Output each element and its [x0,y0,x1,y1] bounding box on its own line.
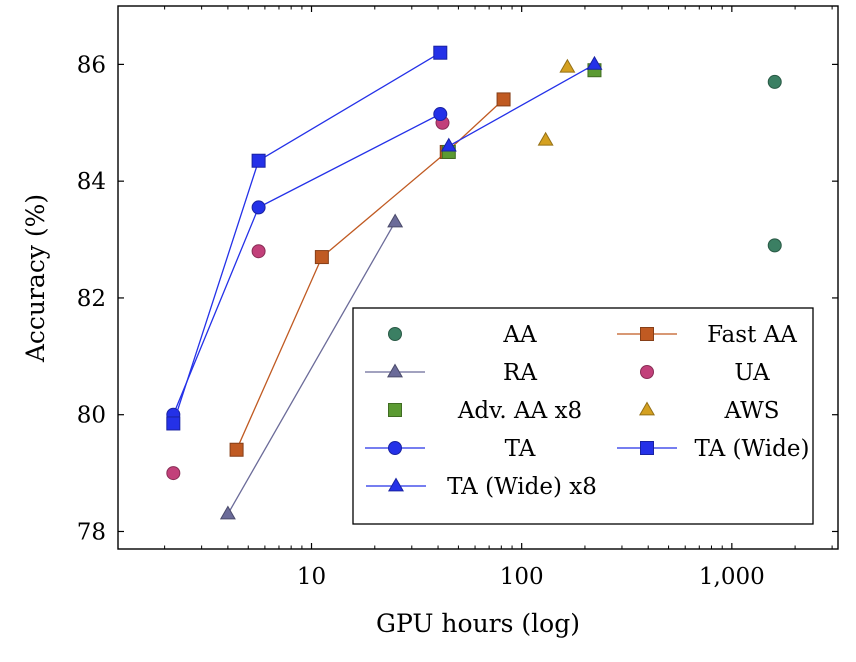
ticks-layer: 10 100 1,000 78 80 82 84 86 [77,6,838,590]
legend-box [352,307,814,525]
data-point-fast-aa [229,442,244,457]
legend-item-aa: AA [388,322,537,348]
x-axis-label: GPU hours (log) [376,609,580,638]
data-point-aws [537,131,554,146]
legend-label: TA (Wide) [695,436,810,462]
data-point-ta-wide-x8 [586,55,603,70]
legend-symbol [639,401,655,416]
x-tick-label: 1,000 [699,564,765,590]
series-adv-aa-x8 [441,63,602,159]
data-point-fast-aa [496,92,511,107]
legend-label: AA [502,322,537,348]
data-point-ta-wide [166,416,181,431]
data-point-ta-wide [433,45,448,60]
legend-label: RA [503,360,537,386]
series-aws [537,58,576,146]
legend-item-fast-aa: Fast AA [617,322,797,348]
legend-label: Adv. AA x8 [457,398,582,424]
legend-item-ta: TA [365,436,536,462]
legend: AA Fast AA RA UA Adv. AA x8 AWS TA TA (Wide) TA … [352,307,814,525]
series-ta-wide [166,45,448,431]
legend-item-ta-wide-x8: TA (Wide) x8 [366,474,597,500]
legend-symbol [640,441,654,455]
x-tick-label: 100 [500,564,544,590]
y-tick-label: 78 [77,519,106,545]
series-aa [767,74,782,253]
data-point-aws [559,58,576,73]
y-tick-label: 86 [77,52,106,78]
legend-symbol [640,327,654,341]
y-tick-label: 84 [77,169,106,195]
legend-item-ta-wide: TA (Wide) [617,436,809,462]
series-line-fast-aa [236,98,505,450]
series-ra [219,213,404,520]
marks-layer [166,45,782,520]
legend-label: TA (Wide) x8 [447,474,597,500]
series-ta-wide-x8 [440,55,603,152]
y-tick-label: 82 [77,286,106,312]
data-point-ta-wide [251,153,266,168]
data-point-fast-aa [314,250,329,265]
legend-symbol [388,477,404,492]
series-line-ta-wide-x8 [448,63,595,147]
legend-label: Fast AA [707,322,797,348]
data-point-aa [767,74,782,89]
data-point-ua [166,466,181,481]
legend-label: AWS [723,398,779,424]
data-point-ua [251,244,266,259]
series-line-ra [227,221,396,515]
legend-symbol [388,441,402,455]
data-point-ta-wide-x8 [440,137,457,152]
legend-item-aws: AWS [639,398,780,424]
data-point-ta [433,107,448,122]
data-point-aa [767,238,782,253]
legend-item-ra: RA [365,360,537,386]
plot-frame [117,5,839,550]
legend-item-adv-aa-x8: Adv. AA x8 [388,398,582,424]
x-tick-label: 10 [297,564,326,590]
legend-symbol [640,365,654,379]
y-tick-label: 80 [77,403,106,429]
data-point-ta [251,200,266,215]
legend-symbol [387,363,403,378]
data-point-ra [387,213,404,228]
y-axis-label: Accuracy (%) [21,194,50,363]
legend-item-ua: UA [640,360,770,386]
legend-label: UA [734,360,770,386]
legend-symbol [388,327,402,341]
legend-label: TA [505,436,536,462]
data-point-ra [219,505,236,520]
legend-symbol [388,403,402,417]
